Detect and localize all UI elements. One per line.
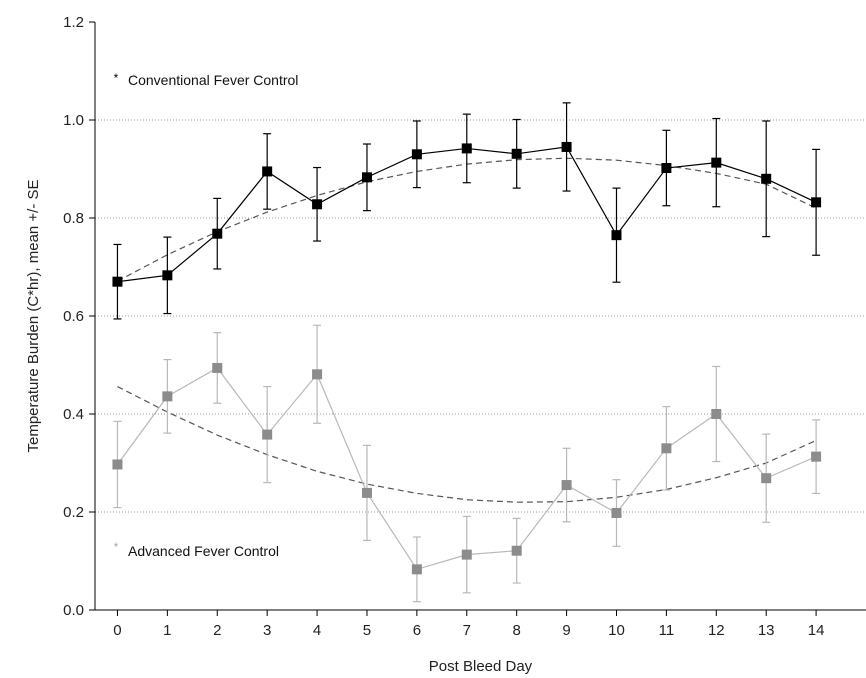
x-axis-title: Post Bleed Day: [429, 658, 533, 675]
conventional-point: [661, 163, 672, 174]
x-tick-label: 11: [659, 622, 675, 639]
conventional-point: [212, 228, 223, 239]
conventional-point: [312, 199, 323, 210]
x-tick-label: 13: [758, 622, 775, 639]
legend-symbol: *: [114, 540, 119, 554]
x-tick-label: 2: [213, 622, 221, 639]
legend-item-conventional: * Conventional Fever Control: [114, 71, 299, 88]
conventional-point: [561, 141, 572, 152]
x-tick-label: 3: [263, 622, 271, 639]
advanced-point: [661, 443, 672, 454]
data-series: [112, 102, 822, 603]
x-tick-label: 0: [113, 622, 121, 639]
legend-symbol: *: [114, 71, 119, 85]
y-tick-label: 0.2: [63, 504, 84, 521]
legend-label: Advanced Fever Control: [128, 543, 279, 559]
advanced-point: [461, 549, 472, 560]
legend-label: Conventional Fever Control: [128, 72, 298, 88]
y-tick-label: 0.0: [63, 602, 84, 619]
x-tick-label: 8: [513, 622, 521, 639]
trend-lines: [117, 157, 817, 503]
conventional-point: [711, 157, 722, 168]
x-tick-label: 5: [363, 622, 371, 639]
advanced-point: [312, 369, 323, 380]
advanced-point: [112, 459, 123, 470]
grid-lines: [95, 119, 866, 513]
advanced-point: [411, 564, 422, 575]
advanced-point: [761, 473, 772, 484]
conventional-point: [411, 149, 422, 160]
advanced-point: [162, 391, 173, 402]
x-tick-label: 14: [808, 622, 825, 639]
legend-item-advanced: * Advanced Fever Control: [114, 540, 279, 559]
advanced-point: [262, 429, 273, 440]
conventional-point: [162, 270, 173, 281]
x-tick-label: 9: [562, 622, 570, 639]
x-tick-label: 4: [313, 622, 321, 639]
advanced-trend-line: [117, 386, 817, 503]
conventional-point: [461, 143, 472, 154]
y-tick-label: 0.4: [63, 406, 84, 423]
x-tick-label: 6: [413, 622, 421, 639]
conventional-point: [511, 148, 522, 159]
legend: * Conventional Fever Control * Advanced Fev…: [114, 71, 299, 559]
conventional-point: [112, 276, 123, 287]
advanced-point: [511, 545, 522, 556]
y-tick-label: 0.6: [63, 308, 84, 325]
advanced-point: [711, 409, 722, 419]
tick-labels: 0.00.20.40.60.81.01.20 1 2 3 4 5 6 7 8 9 10 11 12 13 1…: [63, 14, 824, 639]
y-tick-label: 1.2: [63, 14, 84, 31]
advanced-point: [611, 507, 622, 518]
y-tick-label: 1.0: [63, 112, 84, 129]
advanced-point: [361, 487, 372, 498]
conventional-point: [361, 172, 372, 183]
advanced-point: [212, 362, 223, 373]
conventional-point: [262, 166, 273, 177]
x-tick-label: 1: [163, 622, 171, 639]
axis-titles: Post Bleed Day Temperature Burden (C*hr),…: [25, 179, 533, 675]
x-tick-label: 7: [463, 622, 471, 639]
y-tick-label: 0.8: [63, 210, 84, 227]
y-axis-title: Temperature Burden (C*hr), mean +/- SE: [25, 179, 42, 452]
conventional-point: [611, 230, 622, 241]
advanced-point: [811, 451, 822, 462]
axes: [89, 21, 866, 616]
x-tick-label: 12: [708, 622, 725, 639]
advanced-point: [561, 480, 572, 491]
x-tick-label: 10: [608, 622, 625, 639]
conventional-point: [761, 173, 772, 184]
conventional-point: [811, 197, 822, 208]
